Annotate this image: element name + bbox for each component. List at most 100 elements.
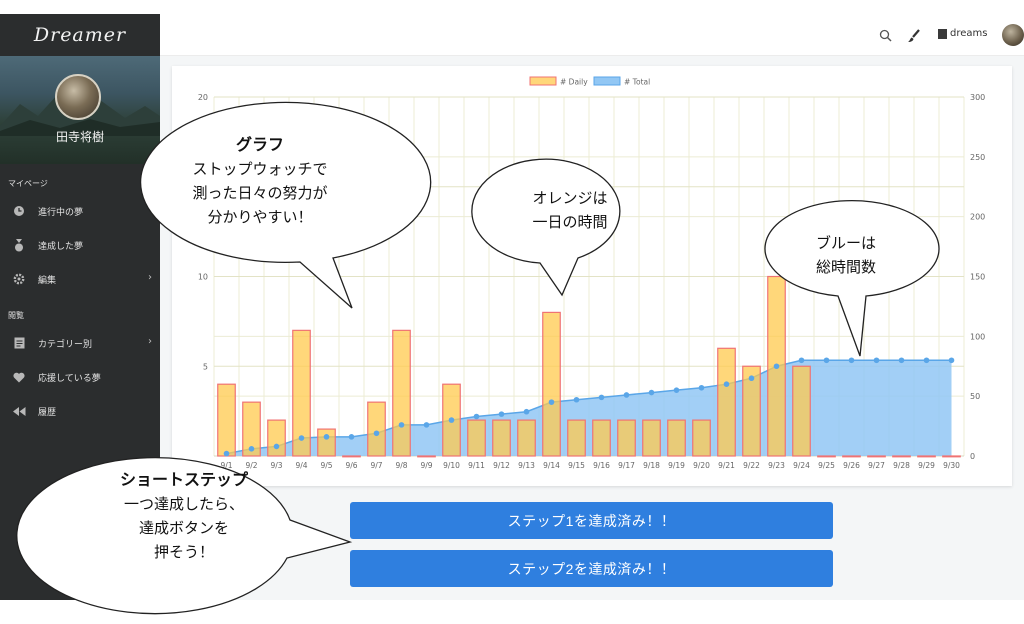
x-tick-label: 9/18 [643, 461, 660, 470]
sidebar-item-label: 応援している夢 [38, 373, 101, 384]
x-tick-label: 9/13 [518, 461, 535, 470]
search-icon[interactable] [879, 28, 893, 42]
sidebar-item-label: 進行中の夢 [38, 207, 84, 218]
total-point [248, 446, 255, 452]
header-avatar[interactable] [1002, 24, 1024, 46]
total-point [548, 399, 555, 405]
total-point [298, 435, 305, 441]
daily-bar [517, 419, 536, 457]
x-tick-label: 9/30 [943, 461, 960, 470]
x-tick-label: 9/23 [768, 461, 785, 470]
book-icon [938, 28, 947, 39]
daily-bar [817, 455, 836, 458]
sidebar-item-label: 達成した夢 [38, 241, 84, 252]
nav-section-mypage: マイページ [8, 179, 48, 188]
daily-bar [542, 311, 561, 457]
profile-card: 田寺将樹 [0, 56, 160, 164]
total-point [698, 384, 705, 391]
y-right-tick-label: 200 [970, 213, 985, 222]
total-point [323, 434, 330, 440]
sidebar-item-in-progress-dreams[interactable]: 進行中の夢 [0, 194, 160, 228]
sidebar-item-label: 編集 [38, 275, 57, 286]
total-point [448, 417, 455, 423]
medal-icon [12, 238, 26, 252]
bubble-orange: オレンジは 一日の時間 [500, 186, 640, 234]
total-point [848, 357, 855, 364]
chevron-right-icon: › [148, 336, 152, 347]
bubble-short-step-line: 押そう！ [153, 543, 214, 561]
sidebar-item-edit[interactable]: 編集 › [0, 262, 160, 296]
x-tick-label: 9/27 [868, 461, 885, 470]
sidebar-item-achieved-dreams[interactable]: 達成した夢 [0, 228, 160, 262]
sidebar-item-label: カテゴリー別 [38, 339, 93, 350]
daily-bar [267, 419, 286, 457]
daily-bar [567, 419, 586, 457]
x-tick-label: 9/15 [568, 461, 585, 470]
x-tick-label: 9/17 [618, 461, 635, 470]
total-line [226, 359, 952, 455]
total-point [673, 387, 680, 393]
chevron-right-icon: › [148, 272, 152, 283]
y-left-tick-label: 5 [203, 362, 208, 371]
total-point [773, 363, 780, 370]
total-point [873, 357, 880, 364]
step2-complete-button[interactable]: ステップ2を達成済み！！ [350, 550, 833, 587]
step1-complete-button[interactable]: ステップ1を達成済み！！ [350, 502, 833, 539]
daily-bar [217, 383, 236, 457]
legend-swatch-daily [529, 76, 557, 86]
x-tick-label: 9/16 [593, 461, 610, 470]
x-tick-label: 9/4 [295, 461, 307, 470]
bubble-blue-line: ブルーは [815, 234, 876, 252]
brush-icon[interactable] [906, 28, 922, 44]
daily-bar [317, 428, 336, 457]
daily-bar [592, 419, 611, 457]
x-tick-label: 9/29 [918, 461, 935, 470]
legend-label-total: # Total [624, 78, 650, 87]
sidebar-item-history[interactable]: 履歴 [0, 394, 160, 428]
x-tick-label: 9/11 [468, 461, 485, 470]
daily-bar [892, 455, 911, 458]
rewind-icon [12, 404, 26, 418]
total-point [423, 422, 430, 428]
total-point [748, 375, 755, 382]
total-point [623, 392, 630, 398]
document-icon [12, 336, 26, 350]
bubble-blue-line: 総時間数 [815, 258, 876, 276]
total-point [573, 396, 580, 403]
total-point [498, 411, 505, 417]
total-point [348, 434, 355, 440]
x-tick-label: 9/5 [320, 461, 332, 470]
bubble-short-step-line: 達成ボタンを [138, 519, 229, 537]
daily-bar [292, 329, 311, 457]
sidebar-item-label: 履歴 [38, 407, 57, 418]
daily-bar [367, 401, 386, 457]
profile-name: 田寺将樹 [55, 130, 104, 144]
x-tick-label: 9/6 [345, 461, 357, 470]
heart-icon [12, 370, 26, 384]
y-right-tick-label: 300 [970, 93, 985, 102]
y-right-tick-label: 250 [970, 153, 985, 162]
bubble-graph-title: グラフ [235, 135, 284, 154]
daily-bar [867, 455, 886, 458]
dreams-link-label: dreams [950, 28, 988, 39]
total-point [898, 357, 905, 364]
clock-icon [12, 204, 26, 218]
x-tick-label: 9/12 [493, 461, 510, 470]
x-tick-label: 9/25 [818, 461, 835, 470]
bubble-orange-line: オレンジは [532, 189, 608, 207]
legend-swatch-total [593, 76, 621, 86]
sidebar-item-supported-dreams[interactable]: 応援している夢 [0, 360, 160, 394]
x-tick-label: 9/26 [843, 461, 860, 470]
daily-bar [692, 419, 711, 457]
brand-logo[interactable]: Dreamer [33, 24, 127, 46]
bubble-orange-line: 一日の時間 [532, 213, 608, 231]
sidebar-item-by-category[interactable]: カテゴリー別 › [0, 326, 160, 360]
total-point [948, 357, 955, 364]
dreams-link[interactable]: dreams [938, 28, 987, 39]
x-tick-label: 9/19 [668, 461, 685, 470]
daily-bar [342, 455, 361, 458]
bubble-short-step-title: ショートステップ [119, 470, 248, 489]
avatar[interactable] [55, 74, 101, 120]
total-point [223, 450, 230, 457]
